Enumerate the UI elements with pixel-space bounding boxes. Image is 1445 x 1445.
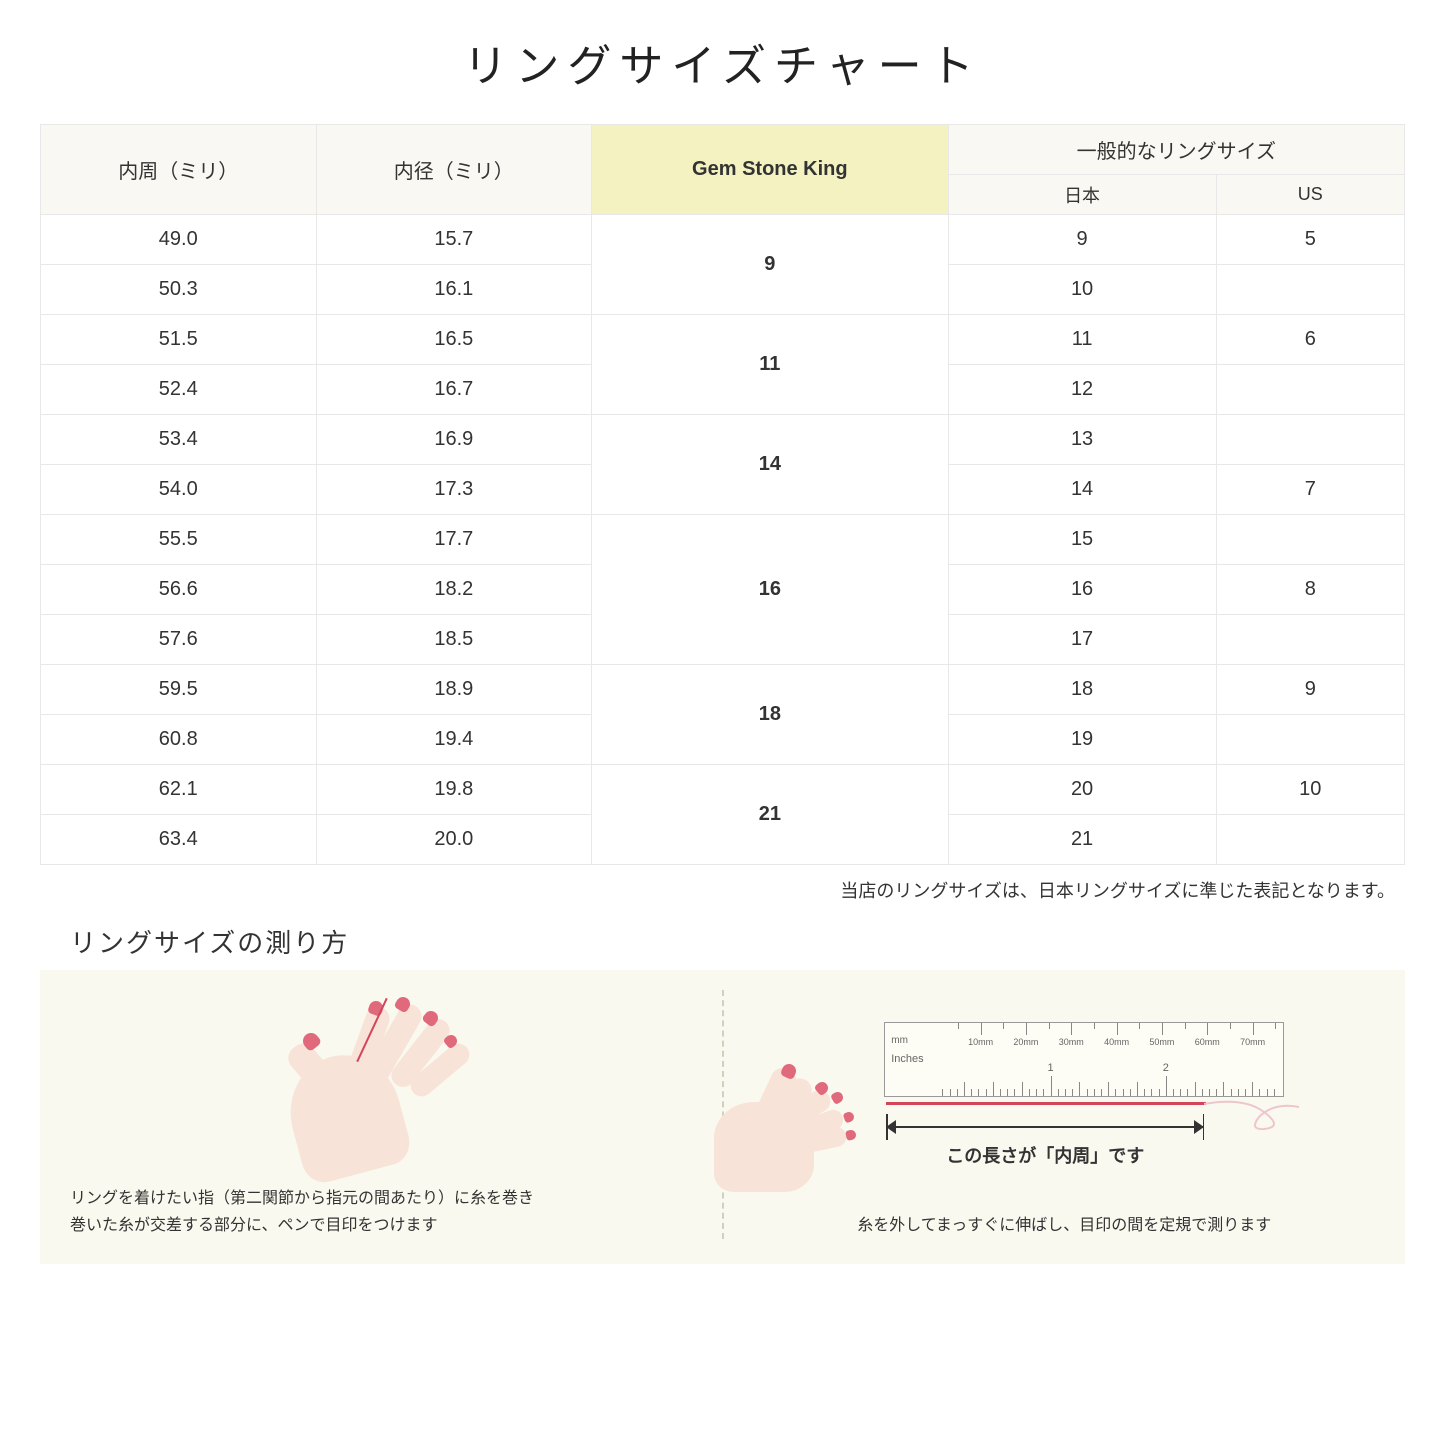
cell-us [1216, 615, 1404, 665]
cell-us: 5 [1216, 215, 1404, 265]
cell-diameter: 16.7 [316, 365, 592, 415]
cell-diameter: 16.1 [316, 265, 592, 315]
cell-diameter: 18.9 [316, 665, 592, 715]
ruler-mm-label: mm [891, 1035, 908, 1046]
ruler-illustration: mm Inches 10mm20mm30mm40mm50mm60mm70mm12… [754, 1017, 1376, 1207]
table-row: 62.119.8212010 [41, 765, 1405, 815]
cell-circumference: 49.0 [41, 215, 317, 265]
cell-circumference: 51.5 [41, 315, 317, 365]
cell-diameter: 16.9 [316, 415, 592, 465]
cell-japan: 10 [948, 265, 1216, 315]
cell-circumference: 63.4 [41, 815, 317, 865]
table-row: 49.015.7995 [41, 215, 1405, 265]
cell-us: 8 [1216, 565, 1404, 615]
thread-curl-icon [1204, 1087, 1304, 1137]
cell-diameter: 17.7 [316, 515, 592, 565]
cell-diameter: 19.4 [316, 715, 592, 765]
cell-circumference: 57.6 [41, 615, 317, 665]
ruler-icon: mm Inches 10mm20mm30mm40mm50mm60mm70mm12 [884, 1022, 1284, 1097]
cell-us [1216, 815, 1404, 865]
cell-japan: 18 [948, 665, 1216, 715]
header-diameter: 内径（ミリ） [316, 125, 592, 215]
page-title: リングサイズチャート [40, 30, 1405, 94]
cell-japan: 11 [948, 315, 1216, 365]
cell-japan: 12 [948, 365, 1216, 415]
table-row: 59.518.918189 [41, 665, 1405, 715]
cell-gsk: 21 [592, 765, 949, 865]
instructions-panel: リングを着けたい指（第二関節から指元の間あたり）に糸を巻き巻いた糸が交差する部分… [40, 970, 1405, 1264]
cell-us: 7 [1216, 465, 1404, 515]
cell-diameter: 18.2 [316, 565, 592, 615]
cell-us: 9 [1216, 665, 1404, 715]
step-2-text: 糸を外してまっすぐに伸ばし、目印の間を定規で測ります [754, 1212, 1376, 1239]
table-row: 51.516.511116 [41, 315, 1405, 365]
cell-us: 6 [1216, 315, 1404, 365]
cell-circumference: 53.4 [41, 415, 317, 465]
cell-japan: 14 [948, 465, 1216, 515]
header-us: US [1216, 175, 1404, 215]
cell-japan: 21 [948, 815, 1216, 865]
cell-diameter: 15.7 [316, 215, 592, 265]
step-2: mm Inches 10mm20mm30mm40mm50mm60mm70mm12… [754, 990, 1376, 1239]
cell-us [1216, 715, 1404, 765]
cell-japan: 19 [948, 715, 1216, 765]
header-general: 一般的なリングサイズ [948, 125, 1404, 175]
cell-circumference: 62.1 [41, 765, 317, 815]
cell-us [1216, 515, 1404, 565]
cell-diameter: 19.8 [316, 765, 592, 815]
cell-japan: 16 [948, 565, 1216, 615]
measure-arrow-icon [886, 1117, 1204, 1137]
cell-circumference: 56.6 [41, 565, 317, 615]
cell-japan: 15 [948, 515, 1216, 565]
table-row: 53.416.91413 [41, 415, 1405, 465]
measure-length-label: この長さが「内周」です [886, 1142, 1204, 1168]
cell-gsk: 16 [592, 515, 949, 665]
header-japan: 日本 [948, 175, 1216, 215]
cell-diameter: 20.0 [316, 815, 592, 865]
ruler-in-label: Inches [891, 1053, 923, 1065]
cell-gsk: 18 [592, 665, 949, 765]
cell-circumference: 60.8 [41, 715, 317, 765]
step-1-text: リングを着けたい指（第二関節から指元の間あたり）に糸を巻き巻いた糸が交差する部分… [70, 1185, 692, 1239]
cell-japan: 9 [948, 215, 1216, 265]
cell-circumference: 54.0 [41, 465, 317, 515]
cell-circumference: 55.5 [41, 515, 317, 565]
measure-heading: リングサイズの測り方 [40, 923, 1405, 960]
cell-japan: 13 [948, 415, 1216, 465]
cell-circumference: 59.5 [41, 665, 317, 715]
header-gsk: Gem Stone King [592, 125, 949, 215]
cell-us [1216, 415, 1404, 465]
cell-us [1216, 365, 1404, 415]
table-row: 55.517.71615 [41, 515, 1405, 565]
cell-japan: 17 [948, 615, 1216, 665]
thread-icon [886, 1102, 1206, 1105]
header-circumference: 内周（ミリ） [41, 125, 317, 215]
cell-us: 10 [1216, 765, 1404, 815]
cell-circumference: 52.4 [41, 365, 317, 415]
cell-japan: 20 [948, 765, 1216, 815]
cell-diameter: 16.5 [316, 315, 592, 365]
cell-gsk: 9 [592, 215, 949, 315]
table-note: 当店のリングサイズは、日本リングサイズに準じた表記となります。 [40, 877, 1405, 903]
hand-illustration-1 [70, 990, 692, 1180]
ring-size-table: 内周（ミリ） 内径（ミリ） Gem Stone King 一般的なリングサイズ … [40, 124, 1405, 865]
cell-us [1216, 265, 1404, 315]
cell-diameter: 17.3 [316, 465, 592, 515]
cell-gsk: 11 [592, 315, 949, 415]
cell-gsk: 14 [592, 415, 949, 515]
cell-diameter: 18.5 [316, 615, 592, 665]
step-1: リングを着けたい指（第二関節から指元の間あたり）に糸を巻き巻いた糸が交差する部分… [70, 990, 692, 1239]
cell-circumference: 50.3 [41, 265, 317, 315]
